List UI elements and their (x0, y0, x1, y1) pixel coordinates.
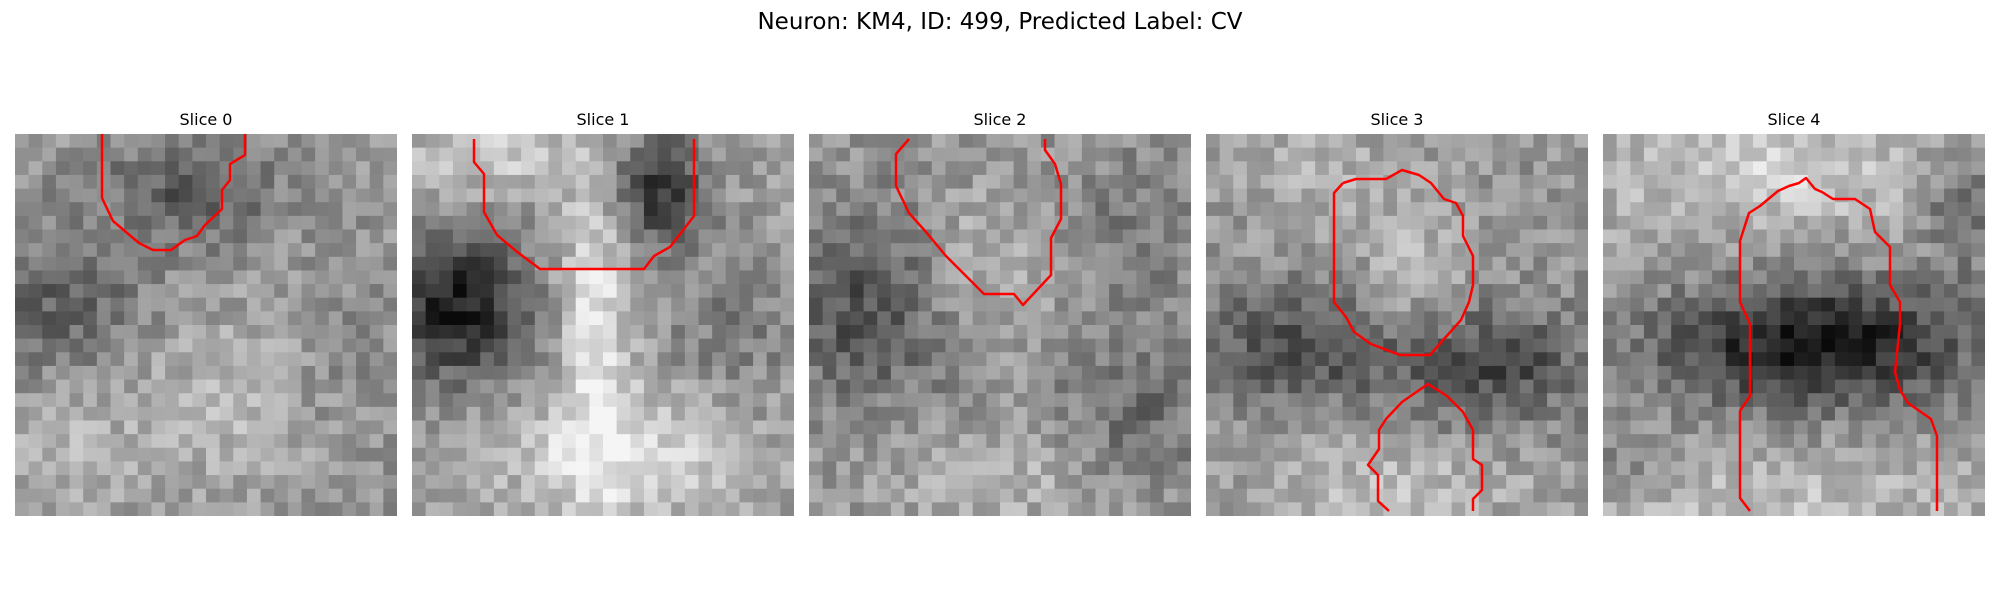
segmentation-contour-3a (1332, 168, 1475, 357)
grayscale-microscopy-image-0 (15, 134, 397, 516)
slice-title-4: Slice 4 (1767, 110, 1821, 129)
figure-title: Neuron: KM4, ID: 499, Predicted Label: C… (757, 9, 1243, 35)
segmentation-contour-2 (894, 138, 1063, 307)
grayscale-microscopy-image-1 (412, 134, 794, 516)
slice-title-3: Slice 3 (1370, 110, 1424, 129)
segmentation-contour-0 (100, 134, 247, 252)
slice-image-4 (1603, 134, 1985, 516)
slice-title-0: Slice 0 (179, 110, 233, 129)
slice-image-3 (1206, 134, 1588, 516)
grayscale-microscopy-image-4 (1603, 134, 1985, 516)
segmentation-contour-1 (472, 139, 696, 271)
slice-image-0 (15, 134, 397, 516)
slice-image-1 (412, 134, 794, 516)
slice-title-1: Slice 1 (576, 110, 630, 129)
slice-title-2: Slice 2 (973, 110, 1027, 129)
grayscale-microscopy-image-2 (809, 134, 1191, 516)
grayscale-microscopy-image-3 (1206, 134, 1588, 516)
slice-image-2 (809, 134, 1191, 516)
segmentation-contour-4a (1738, 176, 1939, 512)
segmentation-contour-3b (1366, 382, 1484, 512)
